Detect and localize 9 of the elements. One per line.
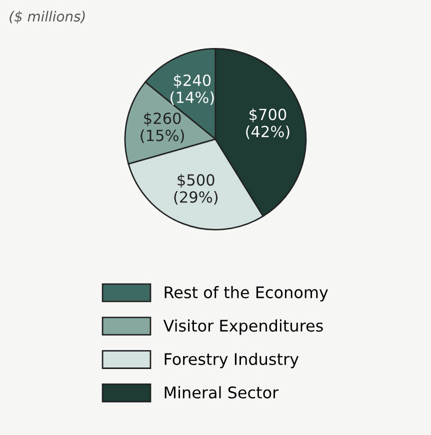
legend-label: Forestry Industry bbox=[164, 352, 299, 368]
legend-label: Visitor Expenditures bbox=[163, 319, 323, 335]
data-label: $260 (15%) bbox=[140, 112, 184, 144]
data-label: $240 (14%) bbox=[170, 74, 214, 105]
legend-label: Rest of the Economy bbox=[164, 286, 328, 302]
data-label: $500 (29%) bbox=[174, 174, 218, 205]
data-label: $700 (42%) bbox=[246, 108, 290, 140]
legend-label: Mineral Sector bbox=[164, 386, 279, 399]
chart-subtitle: ($ millions) bbox=[10, 10, 85, 24]
